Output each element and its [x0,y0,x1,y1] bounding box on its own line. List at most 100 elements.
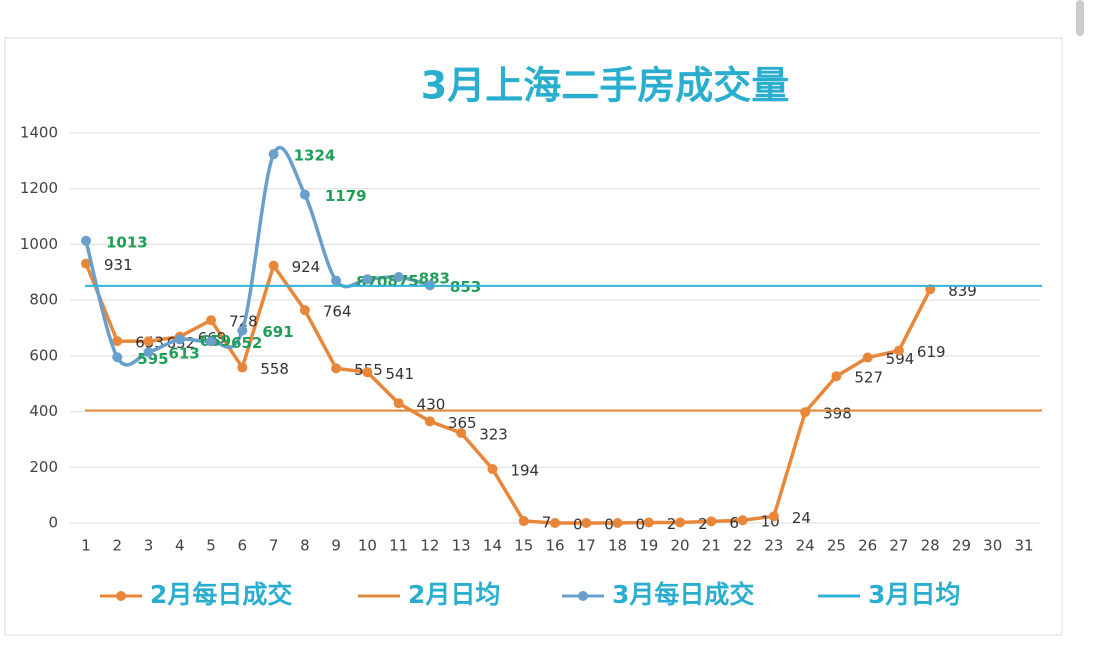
x-tick-label: 16 [545,537,564,555]
x-tick-label: 18 [608,537,627,555]
point [612,518,623,528]
point [81,235,91,246]
x-tick-label: 25 [827,537,846,555]
chart-title: 3月上海二手房成交量 [421,64,789,108]
data-label: 931 [104,256,133,274]
x-tick-label: 28 [921,537,940,555]
legend-marker [578,591,588,601]
y-tick-label: 400 [29,402,58,420]
legend-label: 3月每日成交 [612,580,754,609]
x-tick-label: 6 [238,537,248,555]
x-tick-label: 21 [702,537,721,555]
x-tick-label: 31 [1014,537,1033,555]
point [174,334,185,345]
data-label: 0 [636,516,646,534]
data-label: 594 [886,350,915,368]
y-tick-label: 1400 [20,124,58,142]
point [862,352,873,363]
data-label: 0 [604,516,614,534]
data-label: 0 [573,516,583,534]
point [518,516,529,527]
x-tick-label: 22 [733,537,752,555]
point [143,336,154,347]
data-label: 558 [260,360,289,378]
y-tick-label: 800 [29,291,58,309]
point [893,345,904,356]
x-tick-label: 19 [639,537,658,555]
data-label: 323 [479,426,508,444]
x-tick-label: 12 [420,537,439,555]
series-line [84,262,932,525]
data-label: 430 [417,396,446,414]
point [112,352,123,363]
data-label: 541 [385,365,414,383]
point [299,305,310,316]
data-label: 764 [323,303,352,321]
point [675,517,686,528]
x-tick-label: 5 [206,537,216,555]
x-tick-label: 4 [175,537,185,555]
legend-label: 2月日均 [408,580,500,609]
x-tick-label: 27 [889,537,908,555]
point [800,407,811,418]
point [393,272,404,283]
x-tick-label: 29 [952,537,971,555]
y-tick-label: 200 [29,458,58,476]
point [206,336,217,347]
data-label: 691 [262,323,293,341]
x-tick-label: 10 [358,537,377,555]
data-label: 6 [729,514,739,532]
data-label: 839 [948,282,977,300]
point [393,398,404,409]
point [487,463,498,474]
data-label: 652 [231,334,262,352]
data-label: 924 [292,258,321,276]
point [268,149,279,160]
data-label: 398 [823,405,852,423]
point [362,367,373,378]
x-tick-label: 13 [452,537,471,555]
y-tick-label: 1000 [20,235,58,253]
point [237,325,248,336]
x-tick-label: 9 [331,537,341,555]
data-label: 194 [510,461,539,479]
x-tick-label: 26 [858,537,877,555]
data-label: 527 [854,369,883,387]
point [112,336,123,347]
point [331,275,342,286]
point [831,371,842,382]
data-label: 870 [356,273,387,291]
y-tick-label: 0 [48,514,58,532]
data-label: 613 [169,345,200,363]
data-label: 1013 [106,233,148,251]
x-tick-label: 17 [577,537,596,555]
point [206,315,217,326]
data-label: 365 [448,414,477,432]
data-label: 1179 [325,187,367,205]
point [737,515,748,526]
point [299,189,310,200]
x-tick-label: 11 [389,537,408,555]
point [706,516,717,527]
point [362,274,373,285]
x-tick-label: 30 [983,537,1002,555]
legend-marker [116,591,126,601]
data-label: 619 [917,343,946,361]
point [456,428,467,439]
y-tick-label: 600 [29,346,58,364]
point [81,258,91,269]
x-tick-label: 20 [671,537,690,555]
legend-label: 2月每日成交 [150,580,292,609]
data-label: 1324 [294,147,336,165]
point [768,511,779,522]
point [143,347,154,358]
x-tick-label: 7 [269,537,279,555]
point [237,362,248,373]
scrollbar [1076,0,1084,36]
point [268,260,279,271]
x-tick-label: 1 [81,537,91,555]
point [581,518,592,528]
data-label: 875 [387,272,418,290]
x-tick-label: 15 [514,537,533,555]
